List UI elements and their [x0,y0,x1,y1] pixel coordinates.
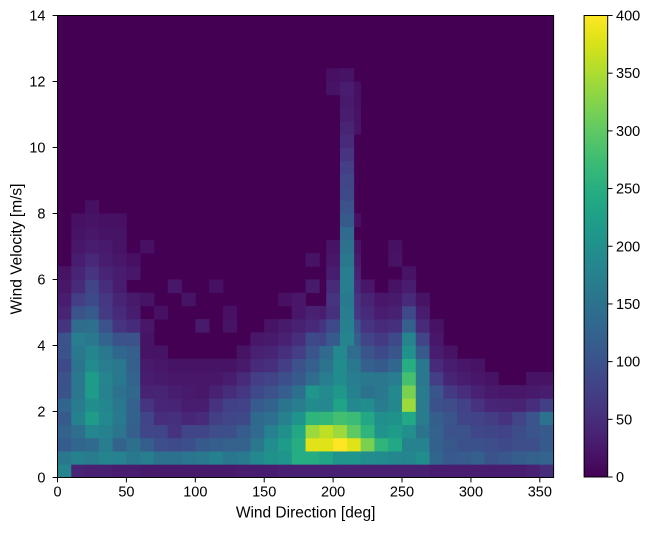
svg-text:50: 50 [616,412,632,428]
svg-text:12: 12 [29,75,45,91]
svg-text:0: 0 [37,471,45,487]
svg-text:100: 100 [616,355,640,371]
svg-text:350: 350 [616,66,640,82]
svg-text:400: 400 [616,9,640,25]
svg-text:50: 50 [118,484,134,500]
svg-text:0: 0 [53,484,61,500]
svg-text:Wind Velocity [m/s]: Wind Velocity [m/s] [8,184,25,315]
svg-text:Wind Direction [deg]: Wind Direction [deg] [236,505,376,522]
svg-text:200: 200 [321,484,345,500]
svg-text:10: 10 [29,141,45,157]
svg-text:300: 300 [616,124,640,140]
svg-text:250: 250 [390,484,414,500]
svg-text:4: 4 [37,339,45,355]
svg-text:300: 300 [459,484,483,500]
svg-text:150: 150 [252,484,276,500]
svg-text:8: 8 [37,207,45,223]
svg-text:250: 250 [616,182,640,198]
svg-text:2: 2 [37,405,45,421]
svg-text:100: 100 [183,484,207,500]
svg-text:350: 350 [528,484,552,500]
svg-text:200: 200 [616,239,640,255]
svg-text:0: 0 [616,470,624,486]
svg-text:150: 150 [616,297,640,313]
svg-text:14: 14 [29,9,45,25]
svg-text:6: 6 [37,273,45,289]
